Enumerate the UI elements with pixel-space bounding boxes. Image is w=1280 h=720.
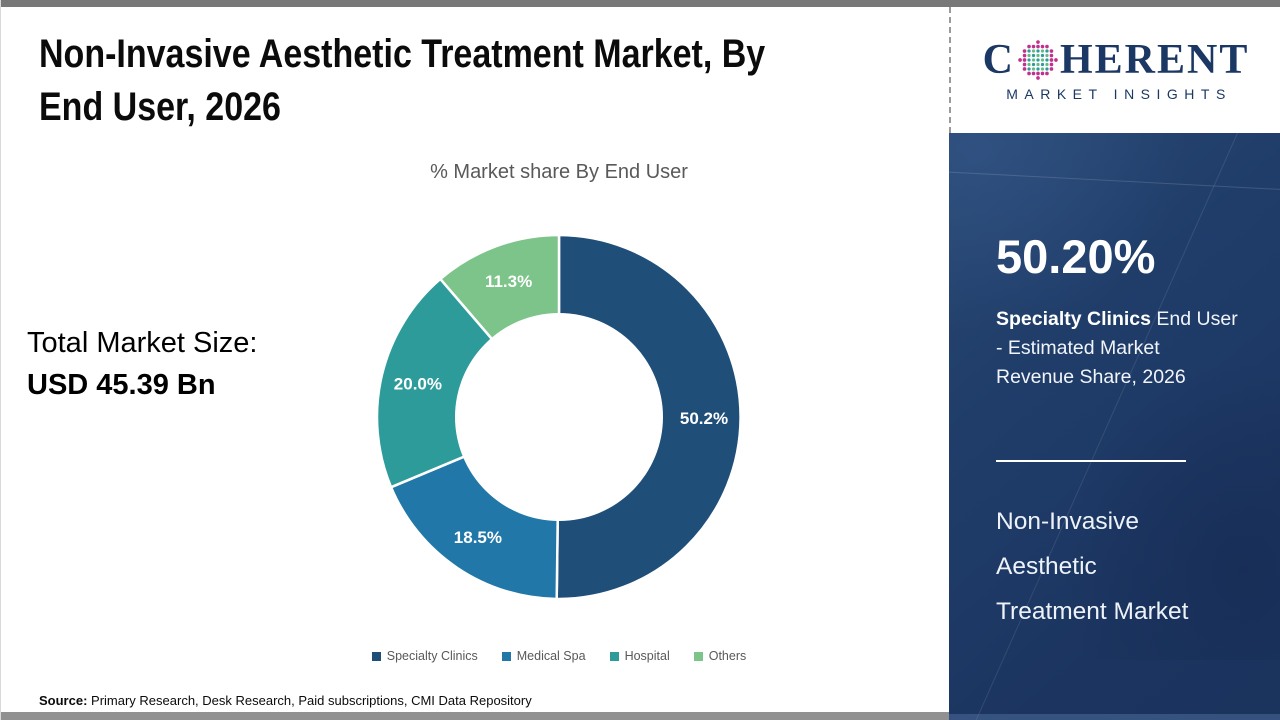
panel-texture [949,133,1189,333]
globe-dot [1027,58,1031,62]
globe-dot [1031,58,1036,62]
source-line: Source: Primary Research, Desk Research,… [39,693,532,708]
globe-dot [1031,49,1036,53]
globe-dot [1036,67,1040,71]
globe-dot [1036,62,1040,67]
brand-suffix: HERENT [1059,37,1250,83]
market-size-label: Total Market Size: [27,327,258,359]
panel-market-name: Non-Invasive Aesthetic Treatment Market [996,508,1189,625]
legend-swatch [693,651,703,661]
globe-dot [1031,62,1036,67]
globe-dot [1045,49,1049,53]
highlight-panel: 50.20% Specialty Clinics End User - Estim… [949,133,1280,720]
globe-dot [1036,58,1040,62]
slice-data-label: 18.5% [454,528,502,547]
globe-dot [1027,67,1031,71]
panel-divider [996,460,1186,462]
legend-item: Specialty Clinics [371,649,478,663]
legend-item: Others [693,649,747,663]
panel-texture [1061,360,1280,660]
legend-swatch [371,651,381,661]
brand-logo: C HERENT MARKET INSIGHTS [949,7,1280,133]
globe-dot [1027,62,1031,67]
globe-dot [1036,71,1040,76]
globe-dot [1045,71,1049,76]
globe-dot [1036,40,1040,44]
globe-dot [1027,53,1031,58]
globe-dot [1022,53,1027,58]
source-text: Primary Research, Desk Research, Paid su… [87,693,532,708]
globe-dot [1031,67,1036,71]
globe-dot [1031,53,1036,58]
globe-dot [1031,44,1036,49]
donut-hole [455,313,663,521]
brand-prefix: C [982,37,1015,83]
slice-data-label: 20.0% [394,375,442,394]
brand-tagline: MARKET INSIGHTS [1006,86,1232,102]
globe-dot [1049,49,1054,53]
page-title: Non-Invasive Aesthetic Treatment Market,… [39,32,766,129]
bottom-border-bar [1,712,949,720]
globe-dot [1045,53,1049,58]
chart-subtitle: % Market share By End User [430,161,688,183]
slice-data-label: 50.2% [680,409,728,428]
globe-dot [1036,49,1040,53]
globe-dot [1045,62,1049,67]
legend-label: Medical Spa [516,649,586,663]
chart-legend: Specialty Clinics Medical Spa Hospital Othe… [309,649,809,663]
legend-label: Hospital [624,649,670,663]
legend-swatch [501,651,511,661]
globe-dot [1027,71,1031,76]
brand-wordmark: C HERENT [983,38,1250,82]
globe-dot [1027,44,1031,49]
globe-dot [1027,49,1031,53]
top-border-bar [1,0,1280,7]
legend-item: Hospital [609,649,670,663]
legend-label: Specialty Clinics [386,649,478,663]
legend-item: Medical Spa [501,649,586,663]
globe-dot [1040,49,1045,53]
globe-dot [1040,62,1045,67]
globe-dot [1040,53,1045,58]
globe-dot [1049,62,1054,67]
source-label: Source: [39,693,88,708]
globe-dot [1054,58,1058,62]
globe-dot [1036,76,1040,80]
globe-dot [1045,67,1049,71]
globe-dot [1022,67,1027,71]
globe-dot [1022,62,1027,67]
highlight-stat-description: Specialty Clinics End User - Estimated Ma… [996,308,1238,388]
globe-dot [1036,44,1040,49]
coherent-globe-icon [1018,40,1058,80]
globe-dot [1036,53,1040,58]
market-size-value: USD 45.39 Bn [27,369,216,401]
globe-dot [1045,58,1049,62]
globe-dot [1049,58,1054,62]
slice-data-label: 11.3% [485,272,532,291]
globe-dot [1040,44,1045,49]
globe-dot [1040,67,1045,71]
globe-dot [1049,67,1054,71]
legend-swatch [609,651,619,661]
donut-chart: 50.2% 18.5% 20.0% 11.3% [375,233,742,601]
donut-chart-container: 50.2% 18.5% 20.0% 11.3% [349,207,769,627]
globe-dot [1049,53,1054,58]
globe-dot [1022,49,1027,53]
globe-dot [1031,71,1036,76]
globe-dot [1045,44,1049,49]
globe-dot [1040,58,1045,62]
globe-dot [1022,58,1027,62]
total-market-size: Total Market Size: USD 45.39 Bn [27,322,257,406]
globe-dot [1018,58,1022,62]
legend-label: Others [708,649,747,663]
highlight-stat-value: 50.20% [996,230,1156,283]
globe-dot [1040,71,1045,76]
